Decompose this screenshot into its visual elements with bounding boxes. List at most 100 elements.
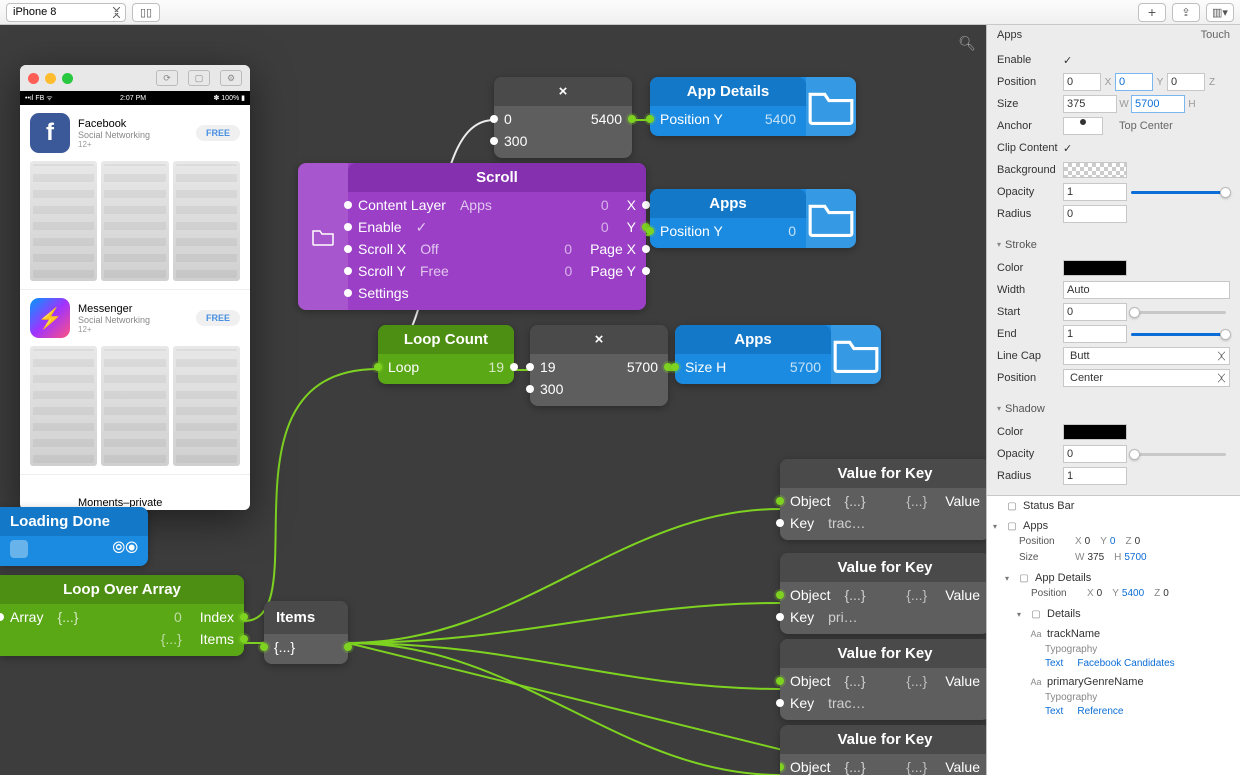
node-close[interactable]: × bbox=[494, 77, 632, 106]
device-selector[interactable]: iPhone 8 bbox=[6, 3, 126, 22]
stroke-width-input[interactable]: Auto bbox=[1063, 281, 1230, 299]
node-items[interactable]: Items {...} bbox=[264, 601, 348, 664]
layer-row[interactable]: ▾▢App Details bbox=[987, 568, 1240, 588]
shadow-opacity-input[interactable]: 0 bbox=[1063, 445, 1127, 463]
free-button[interactable]: FREE bbox=[196, 310, 240, 326]
node-value-for-key[interactable]: Value for Key Object{...}{...}Value Keyp… bbox=[780, 553, 986, 634]
view-mode-button[interactable]: ▥▾ bbox=[1206, 3, 1234, 22]
node-loading-done[interactable]: Loading Done ⦾⦿ bbox=[0, 507, 148, 566]
zoom-icon[interactable] bbox=[62, 73, 73, 84]
node-scroll[interactable]: Scroll Content LayerApps0XEnable✓0YScrol… bbox=[298, 163, 646, 310]
property-label: Size H bbox=[685, 359, 726, 375]
output-value: 5400 bbox=[579, 111, 622, 127]
enable-check[interactable]: ✓ bbox=[1063, 54, 1072, 67]
pos-z-input[interactable]: 0 bbox=[1167, 73, 1205, 91]
statusbar-right: ✽ 100% ▮ bbox=[213, 94, 245, 102]
stroke-width-label: Width bbox=[997, 284, 1063, 296]
node-title: Scroll bbox=[348, 163, 646, 192]
reload-icon[interactable]: ⟳ bbox=[156, 70, 178, 86]
output-value: 5700 bbox=[615, 359, 658, 375]
shadow-radius-input[interactable]: 1 bbox=[1063, 467, 1127, 485]
size-w-input[interactable]: 375 bbox=[1063, 95, 1117, 113]
node-app-details[interactable]: App Details Position Y 5400 bbox=[650, 77, 856, 136]
touch-label[interactable]: Touch bbox=[1201, 29, 1230, 41]
add-button[interactable]: + bbox=[1138, 3, 1166, 22]
shadow-opacity-slider[interactable] bbox=[1131, 453, 1226, 456]
end-slider[interactable] bbox=[1131, 333, 1226, 336]
node-loop-over-array[interactable]: Loop Over Array Array{...}0Index {...}It… bbox=[0, 575, 244, 656]
start-slider[interactable] bbox=[1131, 311, 1226, 314]
layer-tree[interactable]: ▢Status Bar ▾▢Apps PositionX0Y0Z0 SizeW3… bbox=[987, 495, 1240, 775]
layout-button[interactable]: ▯▯ bbox=[132, 3, 160, 22]
statusbar-time: 2:07 PM bbox=[120, 95, 146, 102]
node-title: Loading Done bbox=[0, 507, 148, 536]
stroke-start-input[interactable]: 0 bbox=[1063, 303, 1127, 321]
phone-statusbar: ••ıl FB ᯤ 2:07 PM ✽ 100% ▮ bbox=[20, 91, 250, 105]
node-close[interactable]: × bbox=[530, 325, 668, 354]
folder-icon bbox=[831, 325, 881, 384]
free-button[interactable]: FREE bbox=[196, 125, 240, 141]
node-loop-count[interactable]: Loop Count Loop19 bbox=[378, 325, 514, 384]
layer-row[interactable]: AaprimaryGenreName bbox=[987, 672, 1240, 692]
screenshot bbox=[101, 346, 168, 466]
bg-swatch[interactable] bbox=[1063, 162, 1127, 178]
node-value-for-key[interactable]: Value for Key Object{...}{...}Value Keyt… bbox=[780, 639, 986, 720]
stroke-end-input[interactable]: 1 bbox=[1063, 325, 1127, 343]
search-icon[interactable]: 🔍︎ bbox=[958, 35, 976, 52]
canvas[interactable]: 🔍︎ ⟳ ▢ ⚙︎ bbox=[0, 25, 986, 775]
settings-icon[interactable]: ⚙︎ bbox=[220, 70, 242, 86]
app-name: Messenger bbox=[78, 303, 188, 315]
layer-row[interactable]: ▾▢Details bbox=[987, 604, 1240, 624]
shadow-section[interactable]: Shadow bbox=[987, 397, 1240, 417]
linecap-label: Line Cap bbox=[997, 350, 1063, 362]
stroke-section[interactable]: Stroke bbox=[987, 233, 1240, 253]
shadow-radius-label: Radius bbox=[997, 470, 1063, 482]
layer-links[interactable]: TextFacebook Candidates bbox=[987, 658, 1240, 672]
opacity-slider[interactable] bbox=[1131, 191, 1226, 194]
app-genre: Social Networking bbox=[78, 315, 188, 325]
screenshot bbox=[30, 346, 97, 466]
node-title: Items bbox=[264, 601, 348, 634]
node-value-for-key[interactable]: Value for Key Object{...}{...}Value Keyt… bbox=[780, 459, 986, 540]
radius-label: Radius bbox=[997, 208, 1063, 220]
size-h-input[interactable]: 5700 bbox=[1131, 95, 1185, 113]
anchor-widget[interactable] bbox=[1063, 117, 1103, 135]
node-title: App Details bbox=[650, 77, 806, 106]
preview-window[interactable]: ⟳ ▢ ⚙︎ ••ıl FB ᯤ 2:07 PM ✽ 100% ▮ f Face… bbox=[20, 65, 250, 510]
enable-label: Enable bbox=[997, 54, 1063, 66]
layer-row[interactable]: AatrackName bbox=[987, 624, 1240, 644]
layer-row[interactable]: ▾▢Apps bbox=[987, 516, 1240, 536]
minimize-icon[interactable] bbox=[45, 73, 56, 84]
close-icon[interactable] bbox=[28, 73, 39, 84]
property-value: 5400 bbox=[757, 111, 796, 127]
property-value: 19 bbox=[480, 359, 504, 375]
layer-position: PositionX0Y0Z0 bbox=[987, 536, 1240, 552]
output-value: 0 bbox=[174, 609, 182, 625]
stroke-color-swatch[interactable] bbox=[1063, 260, 1127, 276]
pos-y-input[interactable]: 0 bbox=[1115, 73, 1153, 91]
node-math[interactable]: × 05400 300 bbox=[494, 77, 632, 158]
screenshot bbox=[173, 346, 240, 466]
stroke-start-label: Start bbox=[997, 306, 1063, 318]
linecap-select[interactable]: Butt bbox=[1063, 347, 1230, 365]
record-icon[interactable]: ▢ bbox=[188, 70, 210, 86]
property-label: Position Y bbox=[660, 223, 723, 239]
share-button[interactable]: ⇪ bbox=[1172, 3, 1200, 22]
node-math[interactable]: × 195700 300 bbox=[530, 325, 668, 406]
layer-links[interactable]: TextReference bbox=[987, 706, 1240, 720]
clip-check[interactable]: ✓ bbox=[1063, 142, 1072, 155]
pos-x-input[interactable]: 0 bbox=[1063, 73, 1101, 91]
radius-input[interactable]: 0 bbox=[1063, 205, 1127, 223]
node-apps[interactable]: Apps Position Y0 bbox=[650, 189, 856, 248]
property-label: Array bbox=[10, 609, 43, 625]
layer-row[interactable]: ▢Status Bar bbox=[987, 496, 1240, 516]
stroke-pos-select[interactable]: Center bbox=[1063, 369, 1230, 387]
size-label: Size bbox=[997, 98, 1063, 110]
shadow-opacity-label: Opacity bbox=[997, 448, 1063, 460]
property-label: Position Y bbox=[660, 111, 723, 127]
node-value-for-key[interactable]: Value for Key Object{...}{...}Value bbox=[780, 725, 986, 775]
opacity-input[interactable]: 1 bbox=[1063, 183, 1127, 201]
app-card: ⚡ Messenger Social Networking 12+ FREE bbox=[20, 290, 250, 475]
shadow-color-swatch[interactable] bbox=[1063, 424, 1127, 440]
node-apps[interactable]: Apps Size H5700 bbox=[675, 325, 881, 384]
